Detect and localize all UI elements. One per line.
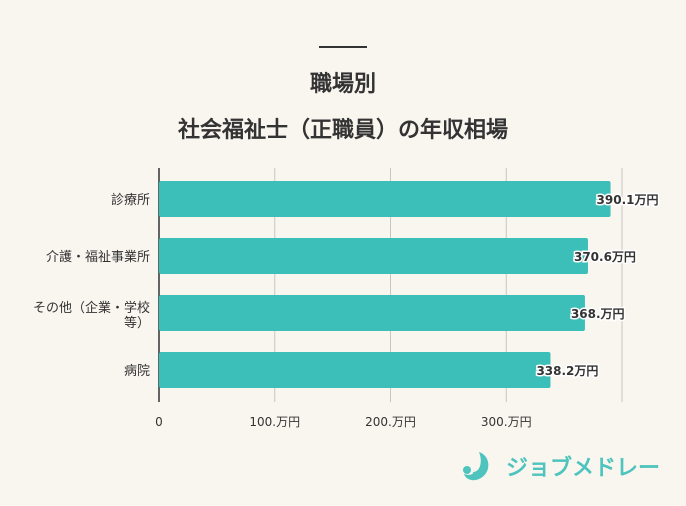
title-rule xyxy=(319,46,367,48)
data-label: 390.1万円 xyxy=(597,193,659,207)
bar xyxy=(159,352,551,388)
y-category-label: 介護・福祉事業所 xyxy=(46,249,150,265)
y-category-label: その他（企業・学校 xyxy=(33,300,150,316)
data-label: 370.6万円 xyxy=(574,250,636,264)
bar xyxy=(159,238,588,274)
x-tick-label: 0 xyxy=(155,415,163,429)
y-category-label: 診療所 xyxy=(111,192,150,208)
bar xyxy=(159,295,585,331)
y-category-label: 病院 xyxy=(124,364,150,379)
x-tick-label: 200.万円 xyxy=(365,415,416,429)
chart-title-line2: 社会福祉士（正職員）の年収相場 xyxy=(177,118,508,143)
bar xyxy=(159,181,611,217)
x-tick-label: 300.万円 xyxy=(481,415,532,429)
logo-text: ジョブメドレー xyxy=(506,456,661,481)
chart-title-line1: 職場別 xyxy=(309,72,376,97)
jobmedley-logo: ジョブメドレー xyxy=(462,450,660,482)
data-label: 368.万円 xyxy=(571,307,625,321)
x-tick-label: 100.万円 xyxy=(249,415,300,429)
data-label: 338.2万円 xyxy=(536,364,598,378)
logo-mark-icon xyxy=(463,452,489,481)
y-category-label-cont: 等） xyxy=(124,315,150,331)
